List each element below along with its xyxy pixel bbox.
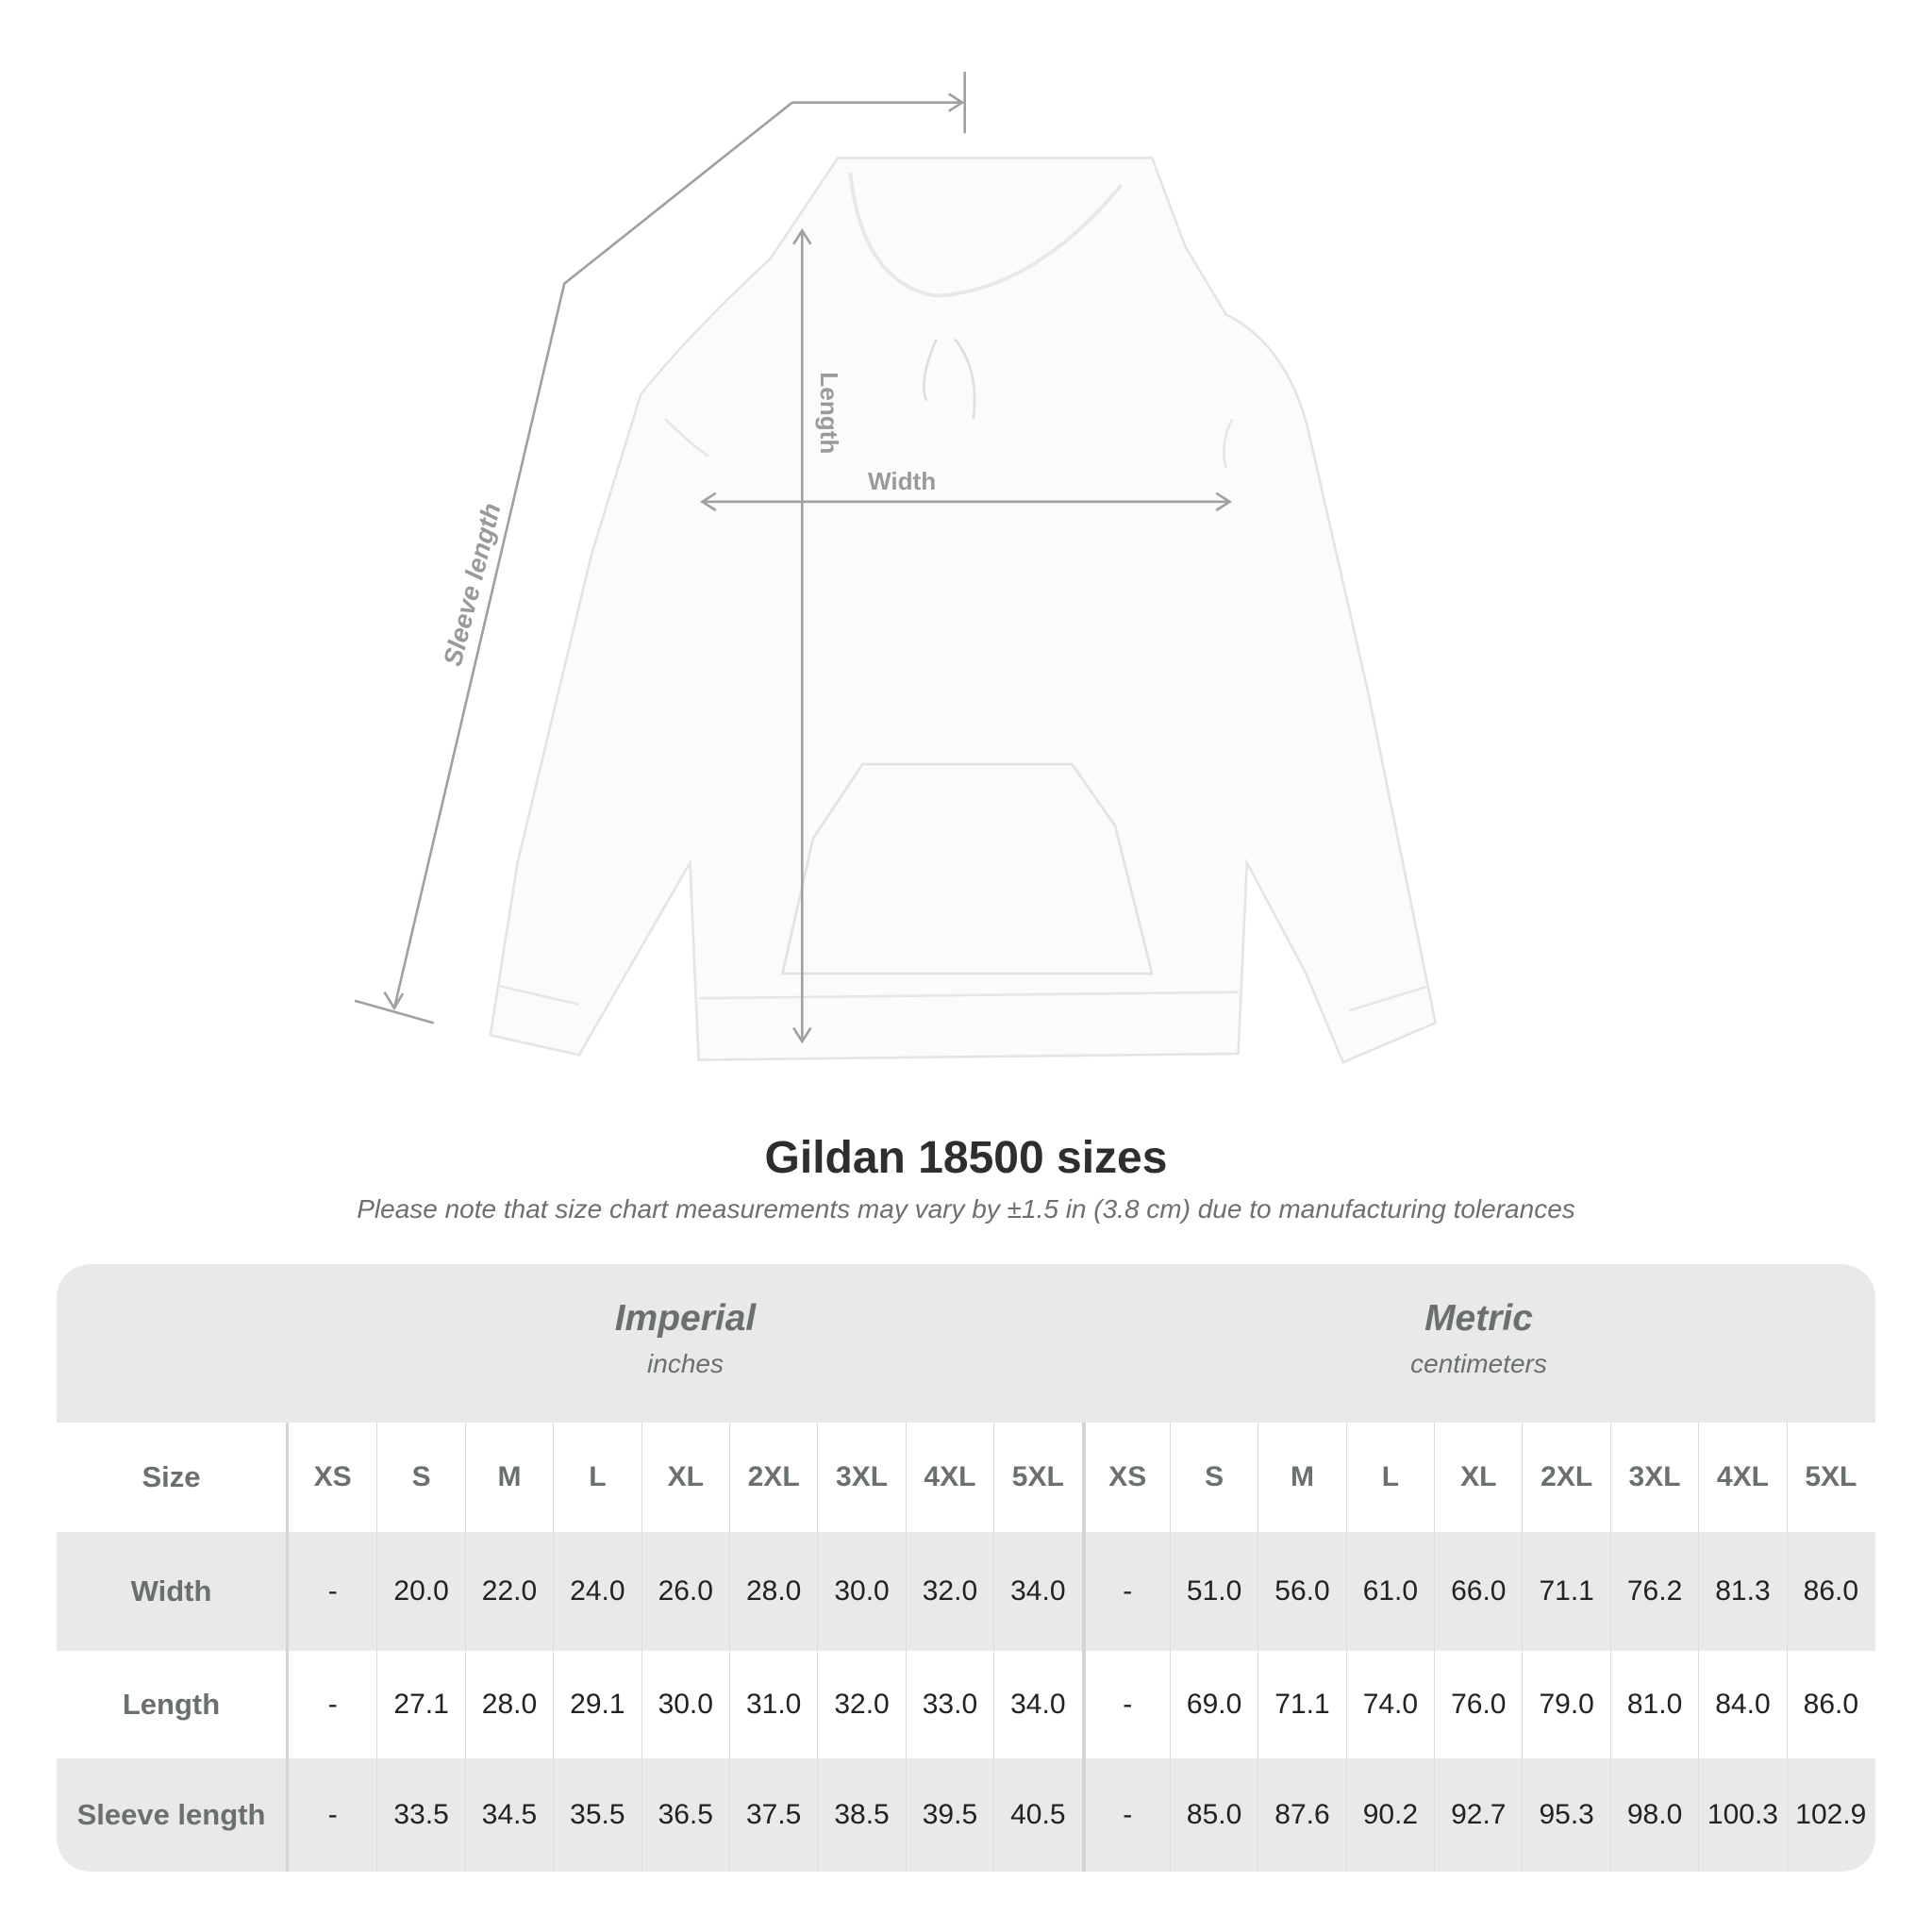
value-cell-imperial: 36.5 xyxy=(641,1758,729,1872)
value-cell-metric: 69.0 xyxy=(1169,1651,1257,1758)
value-cell-metric: 81.0 xyxy=(1609,1651,1698,1758)
value-cell-metric: 87.6 xyxy=(1257,1758,1345,1872)
measure-lines xyxy=(354,72,1232,1044)
value-cell-imperial: 26.0 xyxy=(641,1532,729,1651)
value-cell-imperial: 39.5 xyxy=(905,1758,993,1872)
value-cell-imperial: 32.0 xyxy=(817,1651,905,1758)
sleeve-length-label: Sleeve length xyxy=(438,500,507,669)
value-cell-imperial: 32.0 xyxy=(905,1532,993,1651)
size-header-metric: 5XL xyxy=(1786,1423,1874,1532)
size-header-metric: XS xyxy=(1081,1423,1170,1532)
size-header-metric: 2XL xyxy=(1522,1423,1609,1532)
value-cell-imperial: 33.5 xyxy=(376,1758,464,1872)
size-header-metric: 4XL xyxy=(1698,1423,1786,1532)
table-row: Length -27.1 28.0 29.1 30.0 31.0 32.0 33.0 34.0-… xyxy=(57,1651,1875,1758)
size-header-imperial: S xyxy=(376,1423,464,1532)
value-cell-imperial: 33.0 xyxy=(905,1651,993,1758)
value-cell-metric: 85.0 xyxy=(1169,1758,1257,1872)
value-cell-metric: - xyxy=(1081,1758,1170,1872)
value-cell-metric: 74.0 xyxy=(1345,1651,1434,1758)
imperial-unit: inches xyxy=(647,1349,724,1378)
value-cell-metric: 66.0 xyxy=(1434,1532,1522,1651)
value-cell-metric: - xyxy=(1081,1532,1170,1651)
table-row: Width -20.0 22.0 24.0 26.0 28.0 30.0 32.0 34.0-5… xyxy=(57,1532,1875,1651)
value-cell-imperial: 37.5 xyxy=(728,1758,817,1872)
value-cell-metric: 51.0 xyxy=(1169,1532,1257,1651)
row-label: Length xyxy=(57,1651,289,1758)
width-measure-line xyxy=(700,491,1232,512)
value-cell-imperial: 31.0 xyxy=(728,1651,817,1758)
imperial-title: Imperial xyxy=(614,1298,757,1339)
value-cell-imperial: 24.0 xyxy=(553,1532,641,1651)
value-cell-imperial: 20.0 xyxy=(376,1532,464,1651)
size-header-imperial: XS xyxy=(313,1461,352,1492)
size-header-metric: 3XL xyxy=(1609,1423,1698,1532)
size-header-imperial: 2XL xyxy=(728,1423,817,1532)
value-cell-metric: 61.0 xyxy=(1345,1532,1434,1651)
value-cell-metric: 92.7 xyxy=(1434,1758,1522,1872)
size-header-imperial: L xyxy=(553,1423,641,1532)
metric-unit: centimeters xyxy=(1410,1349,1547,1378)
hoodie-diagram: Length Width Sleeve length xyxy=(354,72,1438,1064)
size-header-imperial: 4XL xyxy=(905,1423,993,1532)
value-cell-metric: 86.0 xyxy=(1786,1651,1874,1758)
size-header-metric: S xyxy=(1169,1423,1257,1532)
size-header-row: Size XS S M L XL 2XL 3XL 4XL 5XL XS S M L XL 2XL 3XL 4XL 5… xyxy=(57,1423,1875,1532)
value-cell-metric: 71.1 xyxy=(1522,1532,1609,1651)
value-cell-imperial: - xyxy=(327,1799,338,1830)
row-label: Size xyxy=(57,1423,289,1532)
row-label: Sleeve length xyxy=(57,1758,289,1872)
value-cell-metric: 79.0 xyxy=(1522,1651,1609,1758)
size-header-metric: L xyxy=(1345,1423,1434,1532)
value-cell-metric: 90.2 xyxy=(1345,1758,1434,1872)
sleeve-measure-line xyxy=(354,72,966,1024)
value-cell-imperial: 28.0 xyxy=(728,1532,817,1651)
size-header-imperial: XL xyxy=(641,1423,729,1532)
size-header-imperial: 5XL xyxy=(993,1423,1081,1532)
length-measure-line xyxy=(792,228,812,1044)
size-table: Imperial inches Metric centimeters Size X… xyxy=(57,1264,1875,1872)
size-header-metric: M xyxy=(1257,1423,1345,1532)
value-cell-imperial: 34.5 xyxy=(464,1758,553,1872)
value-cell-metric: 71.1 xyxy=(1257,1651,1345,1758)
value-cell-metric: 98.0 xyxy=(1609,1758,1698,1872)
row-label: Width xyxy=(57,1532,289,1651)
value-cell-metric: 86.0 xyxy=(1786,1532,1874,1651)
value-cell-imperial: 40.5 xyxy=(993,1758,1081,1872)
value-cell-imperial: 34.0 xyxy=(993,1651,1081,1758)
value-cell-imperial: 30.0 xyxy=(817,1532,905,1651)
value-cell-metric: 76.2 xyxy=(1609,1532,1698,1651)
value-cell-metric: 84.0 xyxy=(1698,1651,1786,1758)
value-cell-imperial: 34.0 xyxy=(993,1532,1081,1651)
value-cell-metric: 81.3 xyxy=(1698,1532,1786,1651)
value-cell-imperial: 29.1 xyxy=(553,1651,641,1758)
page-title: Gildan 18500 sizes xyxy=(764,1133,1168,1183)
size-header-metric: XL xyxy=(1434,1423,1522,1532)
width-label: Width xyxy=(868,467,936,495)
size-header-imperial: 3XL xyxy=(817,1423,905,1532)
imperial-header: Imperial inches xyxy=(289,1264,1082,1423)
value-cell-metric: 102.9 xyxy=(1786,1758,1874,1872)
metric-header: Metric centimeters xyxy=(1082,1264,1875,1423)
metric-title: Metric xyxy=(1424,1298,1533,1339)
value-cell-imperial: 22.0 xyxy=(464,1532,553,1651)
value-cell-metric: - xyxy=(1081,1651,1170,1758)
value-cell-imperial: 28.0 xyxy=(464,1651,553,1758)
value-cell-imperial: 30.0 xyxy=(641,1651,729,1758)
table-row: Sleeve length - 33.5 34.5 35.5 36.5 37.5 38.5 39… xyxy=(57,1758,1875,1872)
value-cell-imperial: 35.5 xyxy=(553,1758,641,1872)
value-cell-metric: 95.3 xyxy=(1522,1758,1609,1872)
length-label: Length xyxy=(815,372,843,454)
value-cell-metric: 100.3 xyxy=(1698,1758,1786,1872)
value-cell-imperial: 27.1 xyxy=(376,1651,464,1758)
value-cell-metric: 56.0 xyxy=(1257,1532,1345,1651)
value-cell-imperial: - xyxy=(327,1575,338,1607)
size-header-imperial: M xyxy=(464,1423,553,1532)
hoodie-illustration xyxy=(489,157,1438,1064)
value-cell-imperial: - xyxy=(327,1689,338,1720)
value-cell-metric: 76.0 xyxy=(1434,1651,1522,1758)
tolerance-note: Please note that size chart measurements… xyxy=(357,1194,1575,1224)
value-cell-imperial: 38.5 xyxy=(817,1758,905,1872)
